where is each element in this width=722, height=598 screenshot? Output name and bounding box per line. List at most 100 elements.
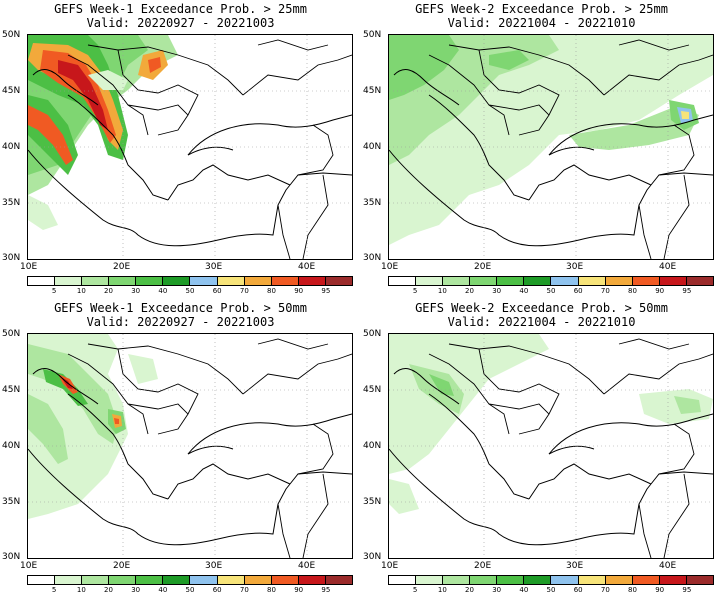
colorbar-swatch [551, 576, 579, 584]
colorbar-label: 30 [492, 287, 502, 295]
lon-label-10e: 10E [20, 262, 38, 272]
panel-title: GEFS Week-1 Exceedance Prob. > 25mm [54, 2, 307, 16]
colorbar-label: 70 [239, 586, 249, 594]
colorbar-swatch [443, 277, 471, 285]
colorbar-label: 5 [412, 586, 418, 594]
lat-label-50n: 50N [2, 30, 21, 40]
colorbar-swatch [271, 576, 299, 584]
colorbar-label: 40 [158, 287, 168, 295]
colorbar-swatch [416, 277, 444, 285]
colorbar-label: 50 [185, 287, 195, 295]
colorbar-swatch [578, 576, 606, 584]
colorbar-swatch [605, 277, 633, 285]
colorbar-swatch [28, 277, 56, 285]
probability-map [27, 34, 353, 260]
map-graphic [28, 334, 352, 558]
grid-lines [389, 334, 713, 558]
colorbar-label: 95 [682, 586, 692, 594]
colorbar-label: 50 [546, 586, 556, 594]
colorbar-label: 70 [239, 287, 249, 295]
colorbar-swatch [28, 576, 56, 584]
lon-label-20e: 20E [113, 262, 131, 272]
colorbar-label: 30 [131, 287, 141, 295]
panel-valid-dates: Valid: 20221004 - 20221010 [447, 315, 636, 329]
map-panel-week1-25mm: GEFS Week-1 Exceedance Prob. > 25mm Vali… [0, 0, 361, 299]
lon-label-10e: 10E [20, 561, 38, 571]
lat-label-40n: 40N [363, 142, 382, 152]
lon-label-40e: 40E [298, 262, 316, 272]
colorbar-swatch [497, 576, 525, 584]
colorbar-label: 30 [131, 586, 141, 594]
colorbar-swatch [55, 277, 83, 285]
map-graphic [389, 35, 713, 259]
colorbar-swatch [55, 576, 83, 584]
lat-label-30n: 30N [363, 253, 382, 263]
map-panel-week1-50mm: GEFS Week-1 Exceedance Prob. > 50mm Vali… [0, 299, 361, 598]
grid-lines [28, 334, 352, 558]
colorbar-swatch [632, 576, 660, 584]
lon-label-40e: 40E [298, 561, 316, 571]
precip-shading [28, 334, 158, 519]
coastlines [28, 69, 352, 247]
colorbar-label: 60 [573, 586, 583, 594]
colorbar-swatch [524, 576, 552, 584]
colorbar-label: 60 [212, 287, 222, 295]
precip-shading [28, 35, 178, 230]
colorbar-swatch [497, 277, 525, 285]
colorbar-label: 90 [655, 287, 665, 295]
colorbar-swatch [686, 576, 713, 584]
colorbar-label: 40 [519, 287, 529, 295]
colorbar-label: 5 [412, 287, 418, 295]
colorbar-label: 90 [655, 586, 665, 594]
colorbar-swatch [578, 277, 606, 285]
lon-label-20e: 20E [474, 561, 492, 571]
lat-label-45n: 45N [363, 86, 382, 96]
colorbar-label: 10 [437, 586, 447, 594]
colorbar-label: 90 [294, 287, 304, 295]
lon-label-30e: 30E [205, 561, 223, 571]
colorbar-swatch [109, 277, 137, 285]
colorbar-swatch [271, 277, 299, 285]
colorbar-label: 30 [492, 586, 502, 594]
colorbar-label: 80 [267, 287, 276, 295]
colorbar-label: 20 [465, 287, 474, 295]
colorbar [27, 575, 353, 585]
colorbar-label: 40 [158, 586, 168, 594]
colorbar [27, 276, 353, 286]
colorbar-label: 20 [104, 586, 113, 594]
lon-label-40e: 40E [659, 262, 677, 272]
colorbar-label: 60 [212, 586, 222, 594]
lon-label-10e: 10E [381, 561, 399, 571]
lat-label-30n: 30N [2, 552, 21, 562]
colorbar-swatch [298, 277, 326, 285]
lat-label-30n: 30N [2, 253, 21, 263]
map-graphic [28, 35, 352, 259]
colorbar-label: 95 [682, 287, 692, 295]
lat-label-30n: 30N [363, 552, 382, 562]
lat-label-35n: 35N [2, 497, 21, 507]
lat-label-50n: 50N [363, 329, 382, 339]
grid-lines [389, 35, 713, 259]
panel-valid-dates: Valid: 20221004 - 20221010 [447, 16, 636, 30]
lat-label-35n: 35N [363, 497, 382, 507]
colorbar-swatch [298, 576, 326, 584]
colorbar-label: 50 [546, 287, 556, 295]
lat-label-45n: 45N [2, 86, 21, 96]
lon-label-30e: 30E [566, 561, 584, 571]
colorbar-swatch [325, 277, 352, 285]
panel-title: GEFS Week-1 Exceedance Prob. > 50mm [54, 301, 307, 315]
coastlines [389, 69, 713, 247]
colorbar-swatch [190, 576, 218, 584]
colorbar-swatch [551, 277, 579, 285]
precip-shading [389, 35, 713, 245]
colorbar-swatch [109, 576, 137, 584]
lat-label-40n: 40N [2, 441, 21, 451]
colorbar-swatch [659, 576, 687, 584]
lat-label-40n: 40N [363, 441, 382, 451]
colorbar-swatch [389, 277, 417, 285]
colorbar [388, 575, 714, 585]
colorbar-label: 10 [76, 586, 86, 594]
lon-label-40e: 40E [659, 561, 677, 571]
lat-label-50n: 50N [2, 329, 21, 339]
lon-label-30e: 30E [205, 262, 223, 272]
